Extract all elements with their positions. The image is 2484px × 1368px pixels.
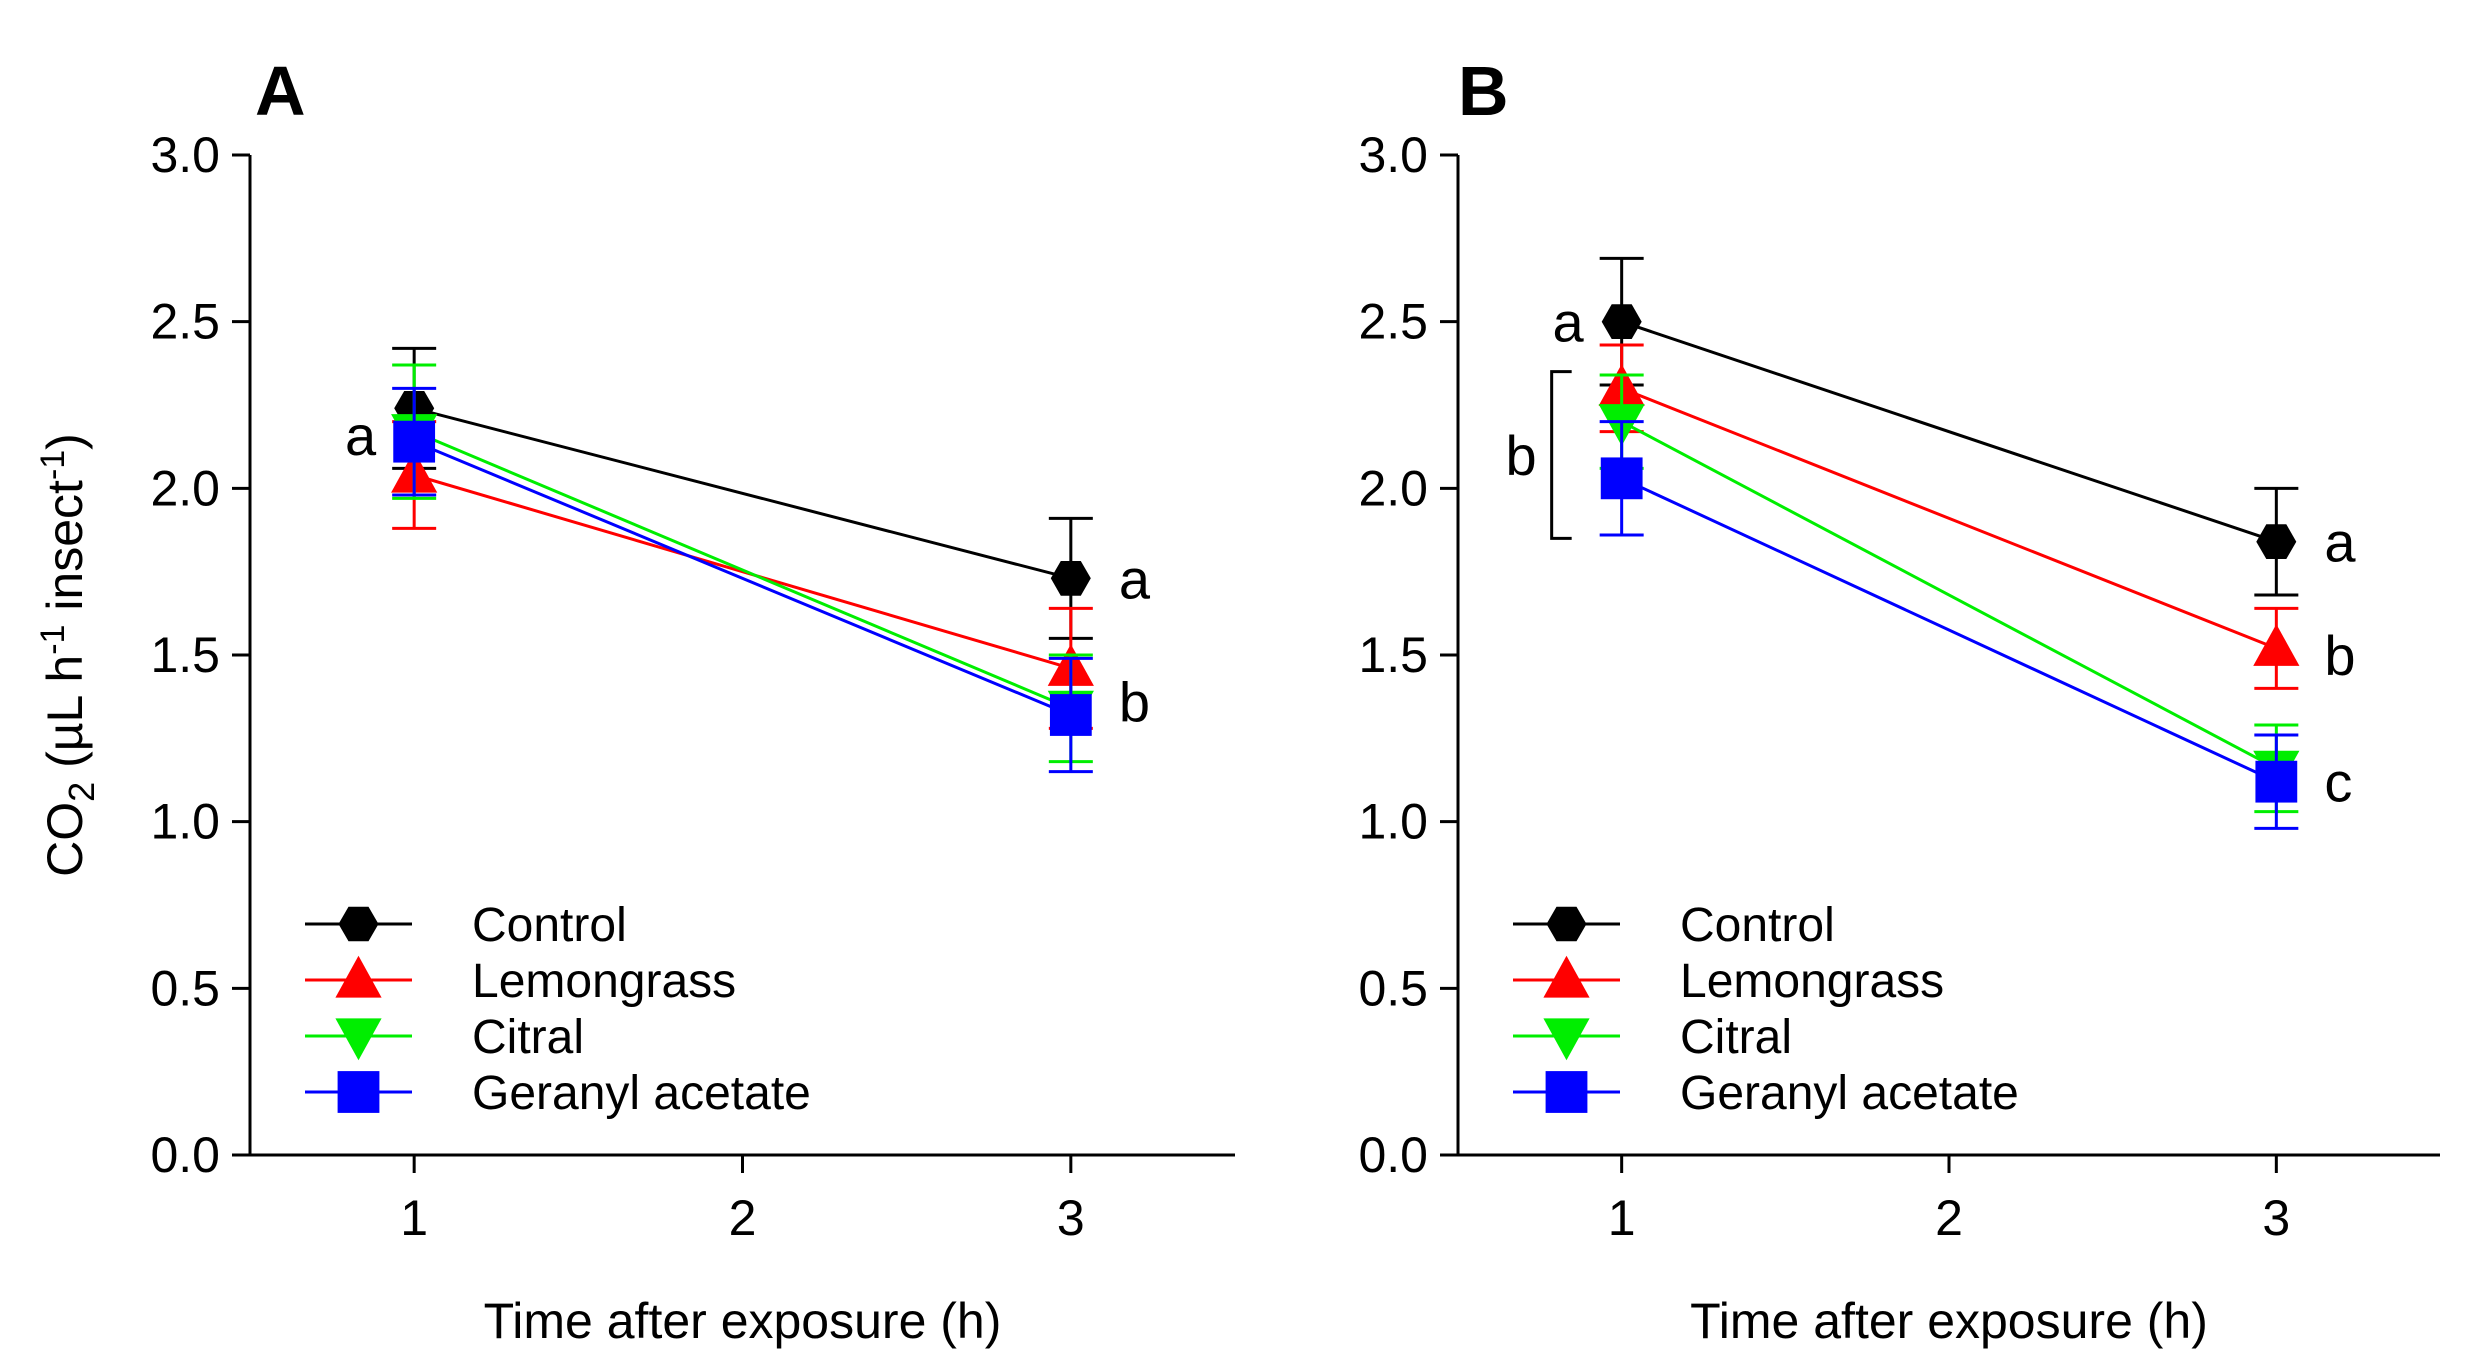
y-tick-label: 3.0 bbox=[1358, 127, 1428, 183]
y-tick-label: 1.5 bbox=[1358, 627, 1428, 683]
marker-hexagon bbox=[1601, 304, 1642, 339]
x-tick-label: 1 bbox=[1608, 1190, 1636, 1246]
significance-letter: b bbox=[1119, 671, 1150, 734]
marker-square bbox=[1049, 694, 1092, 736]
marker-triangle-up bbox=[1543, 955, 1590, 998]
y-tick-label: 0.5 bbox=[150, 960, 220, 1016]
series-geranyl-acetate bbox=[1599, 420, 2299, 830]
legend-label: Citral bbox=[1680, 1011, 1792, 1064]
marker-square bbox=[1600, 457, 1643, 500]
legend-item-citral: Citral bbox=[1513, 1011, 1792, 1064]
significance-letter: a bbox=[1119, 547, 1151, 610]
legend-label: Geranyl acetate bbox=[472, 1067, 811, 1120]
y-tick-label: 1.0 bbox=[1358, 794, 1428, 850]
legend-item-lemongrass: Lemongrass bbox=[1513, 955, 1944, 1008]
x-tick-label: 2 bbox=[729, 1190, 757, 1246]
panel-label: A bbox=[255, 52, 306, 130]
y-tick-label: 2.0 bbox=[150, 460, 220, 516]
legend-label: Lemongrass bbox=[472, 955, 736, 1008]
series-line bbox=[413, 473, 1072, 670]
marker-hexagon bbox=[2256, 524, 2297, 559]
legend-label: Lemongrass bbox=[1680, 955, 1944, 1008]
marker-triangle-down bbox=[335, 1018, 382, 1061]
series-line bbox=[413, 406, 1072, 580]
legend-label: Control bbox=[472, 899, 627, 952]
marker-triangle-up bbox=[2253, 624, 2300, 666]
marker-square bbox=[393, 420, 436, 463]
y-axis-title-units-prefix: (µL h bbox=[37, 655, 93, 782]
marker-square bbox=[2255, 760, 2298, 803]
marker-triangle-up bbox=[335, 955, 382, 998]
legend-item-control: Control bbox=[1513, 899, 1835, 952]
panel-label: B bbox=[1458, 52, 1509, 130]
legend-item-geranyl-acetate: Geranyl acetate bbox=[305, 1067, 811, 1120]
significance-bracket bbox=[1550, 370, 1572, 540]
significance-letter: a bbox=[345, 404, 377, 467]
series-line bbox=[1621, 320, 2277, 544]
y-axis-title-sup2: -1 bbox=[34, 450, 72, 480]
y-tick-label: 0.5 bbox=[1358, 960, 1428, 1016]
series-control bbox=[1599, 256, 2299, 597]
significance-letter: b bbox=[1506, 424, 1537, 487]
significance-letter: a bbox=[2324, 511, 2356, 574]
series-line bbox=[413, 430, 1072, 710]
series-control bbox=[392, 346, 1093, 640]
legend-item-control: Control bbox=[305, 899, 627, 952]
y-axis-title: CO2 (µL h-1 insect-1) bbox=[34, 433, 102, 877]
legend-label: Citral bbox=[472, 1011, 584, 1064]
marker-triangle-down bbox=[1543, 1018, 1590, 1061]
y-tick-label: 2.5 bbox=[1358, 294, 1428, 350]
significance-letter: a bbox=[1553, 291, 1585, 354]
series-geranyl-acetate bbox=[392, 386, 1093, 774]
significance-letter: c bbox=[2324, 751, 2352, 814]
panel-b: B 0.0 0.5 1.0 1.5 2.0 2.5 3.0 1 2 3 Time after expo… bbox=[1358, 52, 2440, 1349]
y-tick-label: 0.0 bbox=[150, 1127, 220, 1183]
y-tick-label: 1.0 bbox=[150, 794, 220, 850]
marker-square bbox=[337, 1071, 380, 1113]
legend-label: Geranyl acetate bbox=[1680, 1067, 2019, 1120]
y-axis-title-units-suffix: ) bbox=[37, 433, 93, 450]
y-tick-label: 2.5 bbox=[150, 294, 220, 350]
x-tick-label: 3 bbox=[1057, 1190, 1085, 1246]
legend-item-citral: Citral bbox=[305, 1011, 584, 1064]
series-line bbox=[1621, 476, 2277, 784]
y-axis-title-sup1: -1 bbox=[34, 625, 72, 655]
significance-letter: b bbox=[2324, 624, 2355, 687]
y-tick-label: 2.0 bbox=[1358, 460, 1428, 516]
marker-hexagon bbox=[338, 906, 379, 942]
x-axis-title: Time after exposure (h) bbox=[1690, 1293, 2208, 1349]
y-axis-title-units-mid: insect bbox=[37, 480, 93, 625]
series-line bbox=[1621, 386, 2277, 650]
series-line bbox=[1620, 420, 2278, 770]
y-axis-title-main: CO bbox=[37, 802, 93, 877]
y-tick-label: 0.0 bbox=[1358, 1127, 1428, 1183]
series-line bbox=[413, 440, 1072, 717]
x-tick-label: 2 bbox=[1935, 1190, 1963, 1246]
series-citral bbox=[1598, 373, 2300, 814]
legend-label: Control bbox=[1680, 899, 1835, 952]
legend-item-lemongrass: Lemongrass bbox=[305, 955, 736, 1008]
x-tick-label: 3 bbox=[2262, 1190, 2290, 1246]
marker-hexagon bbox=[1546, 906, 1587, 942]
legend-item-geranyl-acetate: Geranyl acetate bbox=[1513, 1067, 2019, 1120]
y-tick-label: 3.0 bbox=[150, 127, 220, 183]
y-axis-title-sub: 2 bbox=[61, 782, 102, 802]
panel-a: A 0.0 0.5 1.0 1.5 2.0 2.5 3.0 1 2 3 Time after expo… bbox=[34, 52, 1235, 1349]
x-tick-label: 1 bbox=[400, 1190, 428, 1246]
marker-hexagon bbox=[1050, 561, 1091, 596]
series-citral bbox=[391, 363, 1094, 764]
marker-square bbox=[1545, 1071, 1588, 1113]
x-axis-title: Time after exposure (h) bbox=[484, 1293, 1002, 1349]
y-tick-label: 1.5 bbox=[150, 627, 220, 683]
